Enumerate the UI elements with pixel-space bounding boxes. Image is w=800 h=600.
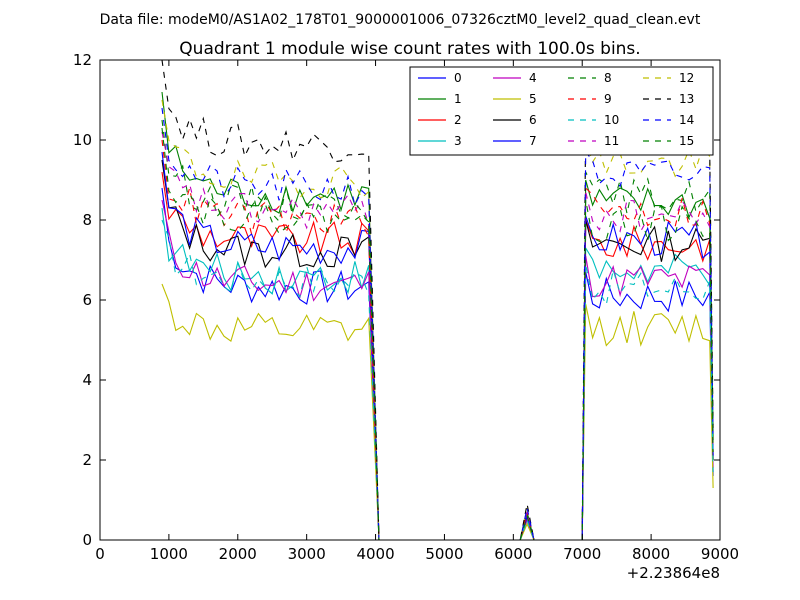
legend-label-8: 8 xyxy=(604,71,612,85)
series-line-15 xyxy=(161,127,714,541)
legend-label-6: 6 xyxy=(529,113,537,127)
y-tick-label: 6 xyxy=(82,291,92,309)
x-tick-label: 8000 xyxy=(632,545,670,563)
series-line-12 xyxy=(161,99,714,541)
legend-label-14: 14 xyxy=(679,113,694,127)
series-line-4 xyxy=(161,199,714,541)
y-tick-label: 2 xyxy=(82,451,92,469)
x-tick-label: 2000 xyxy=(219,545,257,563)
series-line-8 xyxy=(161,119,714,541)
legend-label-9: 9 xyxy=(604,92,612,106)
y-tick-label: 12 xyxy=(73,51,92,69)
legend-label-1: 1 xyxy=(454,92,462,106)
legend-label-4: 4 xyxy=(529,71,537,85)
chart-suptitle: Data file: modeM0/AS1A02_178T01_90000010… xyxy=(100,12,701,28)
y-tick-label: 0 xyxy=(82,531,92,549)
x-tick-label: 6000 xyxy=(494,545,532,563)
legend-label-0: 0 xyxy=(454,71,462,85)
legend-label-13: 13 xyxy=(679,92,694,106)
x-tick-label: 5000 xyxy=(425,545,463,563)
y-tick-label: 8 xyxy=(82,211,92,229)
legend-box xyxy=(409,66,714,156)
series-line-7 xyxy=(161,151,714,541)
series-layer xyxy=(161,59,714,541)
x-axis: 0 1000 2000 3000 4000 5000 6000 7000 8000 9000 xyxy=(95,60,739,563)
legend-label-5: 5 xyxy=(529,92,537,106)
legend-label-3: 3 xyxy=(454,134,462,148)
x-tick-label: 0 xyxy=(95,545,105,563)
y-tick-label: 4 xyxy=(82,371,92,389)
x-tick-label: 4000 xyxy=(356,545,394,563)
series-line-10 xyxy=(161,219,714,541)
x-offset-label: +2.23864e8 xyxy=(627,564,720,582)
legend-label-15: 15 xyxy=(679,134,694,148)
series-line-11 xyxy=(161,131,714,541)
series-line-13 xyxy=(161,59,714,541)
series-line-1 xyxy=(161,91,714,541)
series-line-3 xyxy=(161,207,714,541)
series-line-5 xyxy=(161,283,714,541)
series-line-6 xyxy=(161,159,714,541)
legend-label-12: 12 xyxy=(679,71,694,85)
legend-label-7: 7 xyxy=(529,134,537,148)
x-tick-label: 3000 xyxy=(288,545,326,563)
chart-title: Quadrant 1 module wise count rates with … xyxy=(179,39,640,59)
x-tick-label: 7000 xyxy=(563,545,601,563)
legend-label-10: 10 xyxy=(604,113,619,127)
series-line-14 xyxy=(161,107,714,541)
x-tick-label: 1000 xyxy=(150,545,188,563)
y-tick-label: 10 xyxy=(73,131,92,149)
legend-label-11: 11 xyxy=(604,134,619,148)
series-line-2 xyxy=(161,171,714,541)
x-tick-label: 9000 xyxy=(701,545,739,563)
legend-label-2: 2 xyxy=(454,113,462,127)
